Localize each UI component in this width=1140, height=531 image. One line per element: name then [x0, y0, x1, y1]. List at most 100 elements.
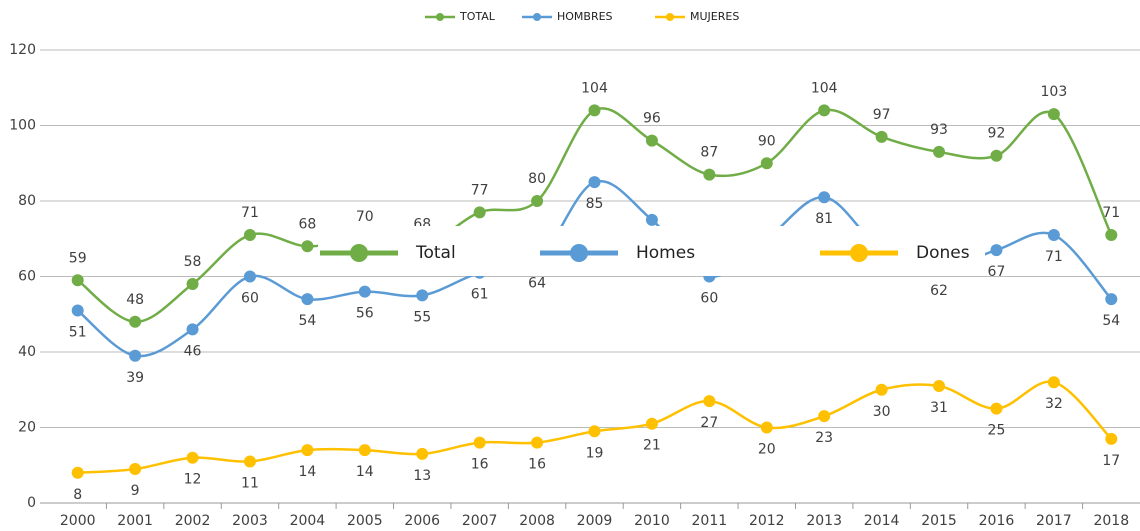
data-label: 48: [126, 292, 144, 308]
data-point: [933, 145, 946, 158]
data-label: 46: [184, 343, 202, 359]
data-label: 39: [126, 370, 144, 386]
data-label: 13: [413, 468, 431, 484]
data-point: [1105, 228, 1118, 241]
overlay-marker: [850, 244, 868, 262]
data-point: [301, 240, 314, 253]
data-point: [875, 383, 888, 396]
data-point: [760, 421, 773, 434]
data-point: [301, 444, 314, 457]
y-tick-label: 80: [18, 193, 36, 209]
data-point: [71, 304, 84, 317]
x-tick-label: 2017: [1036, 513, 1072, 529]
data-point: [703, 168, 716, 181]
data-label: 77: [471, 182, 489, 198]
y-tick-label: 100: [9, 118, 36, 134]
data-label: 96: [643, 111, 661, 127]
data-point: [473, 436, 486, 449]
data-point: [1105, 293, 1118, 306]
data-label: 11: [241, 475, 259, 491]
data-point: [473, 206, 486, 219]
legend-label: MUJERES: [690, 10, 739, 23]
data-label: 16: [471, 457, 489, 473]
data-point: [186, 323, 199, 336]
overlay-label: Homes: [636, 243, 695, 263]
data-point: [416, 289, 429, 302]
data-point: [703, 395, 716, 408]
series-line: [76, 107, 1113, 324]
overlay-label: Dones: [916, 243, 970, 263]
data-point: [990, 402, 1003, 415]
data-label: 62: [930, 283, 948, 299]
x-tick-label: 2008: [519, 513, 555, 529]
data-label: 31: [930, 400, 948, 416]
data-label: 59: [69, 250, 87, 266]
data-label: 9: [131, 483, 140, 499]
overlay-label: Total: [415, 243, 456, 263]
data-point: [301, 293, 314, 306]
data-label: 68: [298, 216, 316, 232]
data-label: 60: [700, 291, 718, 307]
x-tick-label: 2006: [404, 513, 440, 529]
data-point: [933, 379, 946, 392]
data-label: 80: [528, 171, 546, 187]
data-point: [645, 213, 658, 226]
data-label: 85: [586, 196, 604, 212]
data-label: 17: [1102, 453, 1120, 469]
data-label: 104: [811, 80, 838, 96]
legend-label: HOMBRES: [557, 10, 613, 23]
data-point: [243, 455, 256, 468]
data-point: [760, 157, 773, 170]
data-label: 12: [184, 472, 202, 488]
y-tick-label: 0: [27, 495, 36, 511]
data-point: [416, 447, 429, 460]
data-label: 60: [241, 291, 259, 307]
data-label: 21: [643, 438, 661, 454]
data-point: [129, 463, 142, 476]
data-point: [358, 285, 371, 298]
data-point: [243, 228, 256, 241]
x-tick-label: 2012: [749, 513, 785, 529]
data-label: 71: [241, 205, 259, 221]
legend-label: TOTAL: [459, 10, 496, 23]
x-tick-label: 2010: [634, 513, 670, 529]
data-point: [645, 134, 658, 147]
overlay-marker: [350, 244, 368, 262]
data-label: 61: [471, 287, 489, 303]
data-point: [186, 451, 199, 464]
x-tick-label: 2007: [462, 513, 498, 529]
data-label: 14: [298, 464, 316, 480]
data-point: [243, 270, 256, 283]
data-point: [1105, 432, 1118, 445]
y-tick-label: 120: [9, 42, 36, 58]
x-tick-label: 2002: [175, 513, 211, 529]
data-point: [588, 176, 601, 189]
data-label: 56: [356, 306, 374, 322]
x-tick-label: 2005: [347, 513, 383, 529]
data-label: 27: [700, 415, 718, 431]
overlay-marker: [570, 244, 588, 262]
data-label: 81: [815, 211, 833, 227]
data-point: [990, 149, 1003, 162]
data-point: [645, 417, 658, 430]
data-point: [531, 436, 544, 449]
data-label: 64: [528, 275, 546, 291]
data-label: 8: [73, 487, 82, 503]
x-tick-label: 2011: [692, 513, 728, 529]
data-label: 55: [413, 309, 431, 325]
data-point: [71, 466, 84, 479]
data-point: [588, 104, 601, 117]
data-label: 32: [1045, 396, 1063, 412]
data-point: [186, 278, 199, 291]
data-point: [129, 349, 142, 362]
x-tick-label: 2015: [921, 513, 957, 529]
data-label: 103: [1041, 84, 1068, 100]
y-tick-label: 20: [18, 420, 36, 436]
data-label: 71: [1102, 205, 1120, 221]
data-label: 16: [528, 457, 546, 473]
x-tick-label: 2013: [806, 513, 842, 529]
x-tick-label: 2014: [864, 513, 900, 529]
data-point: [990, 244, 1003, 257]
x-tick-label: 2001: [117, 513, 153, 529]
legend-marker: [666, 13, 674, 21]
